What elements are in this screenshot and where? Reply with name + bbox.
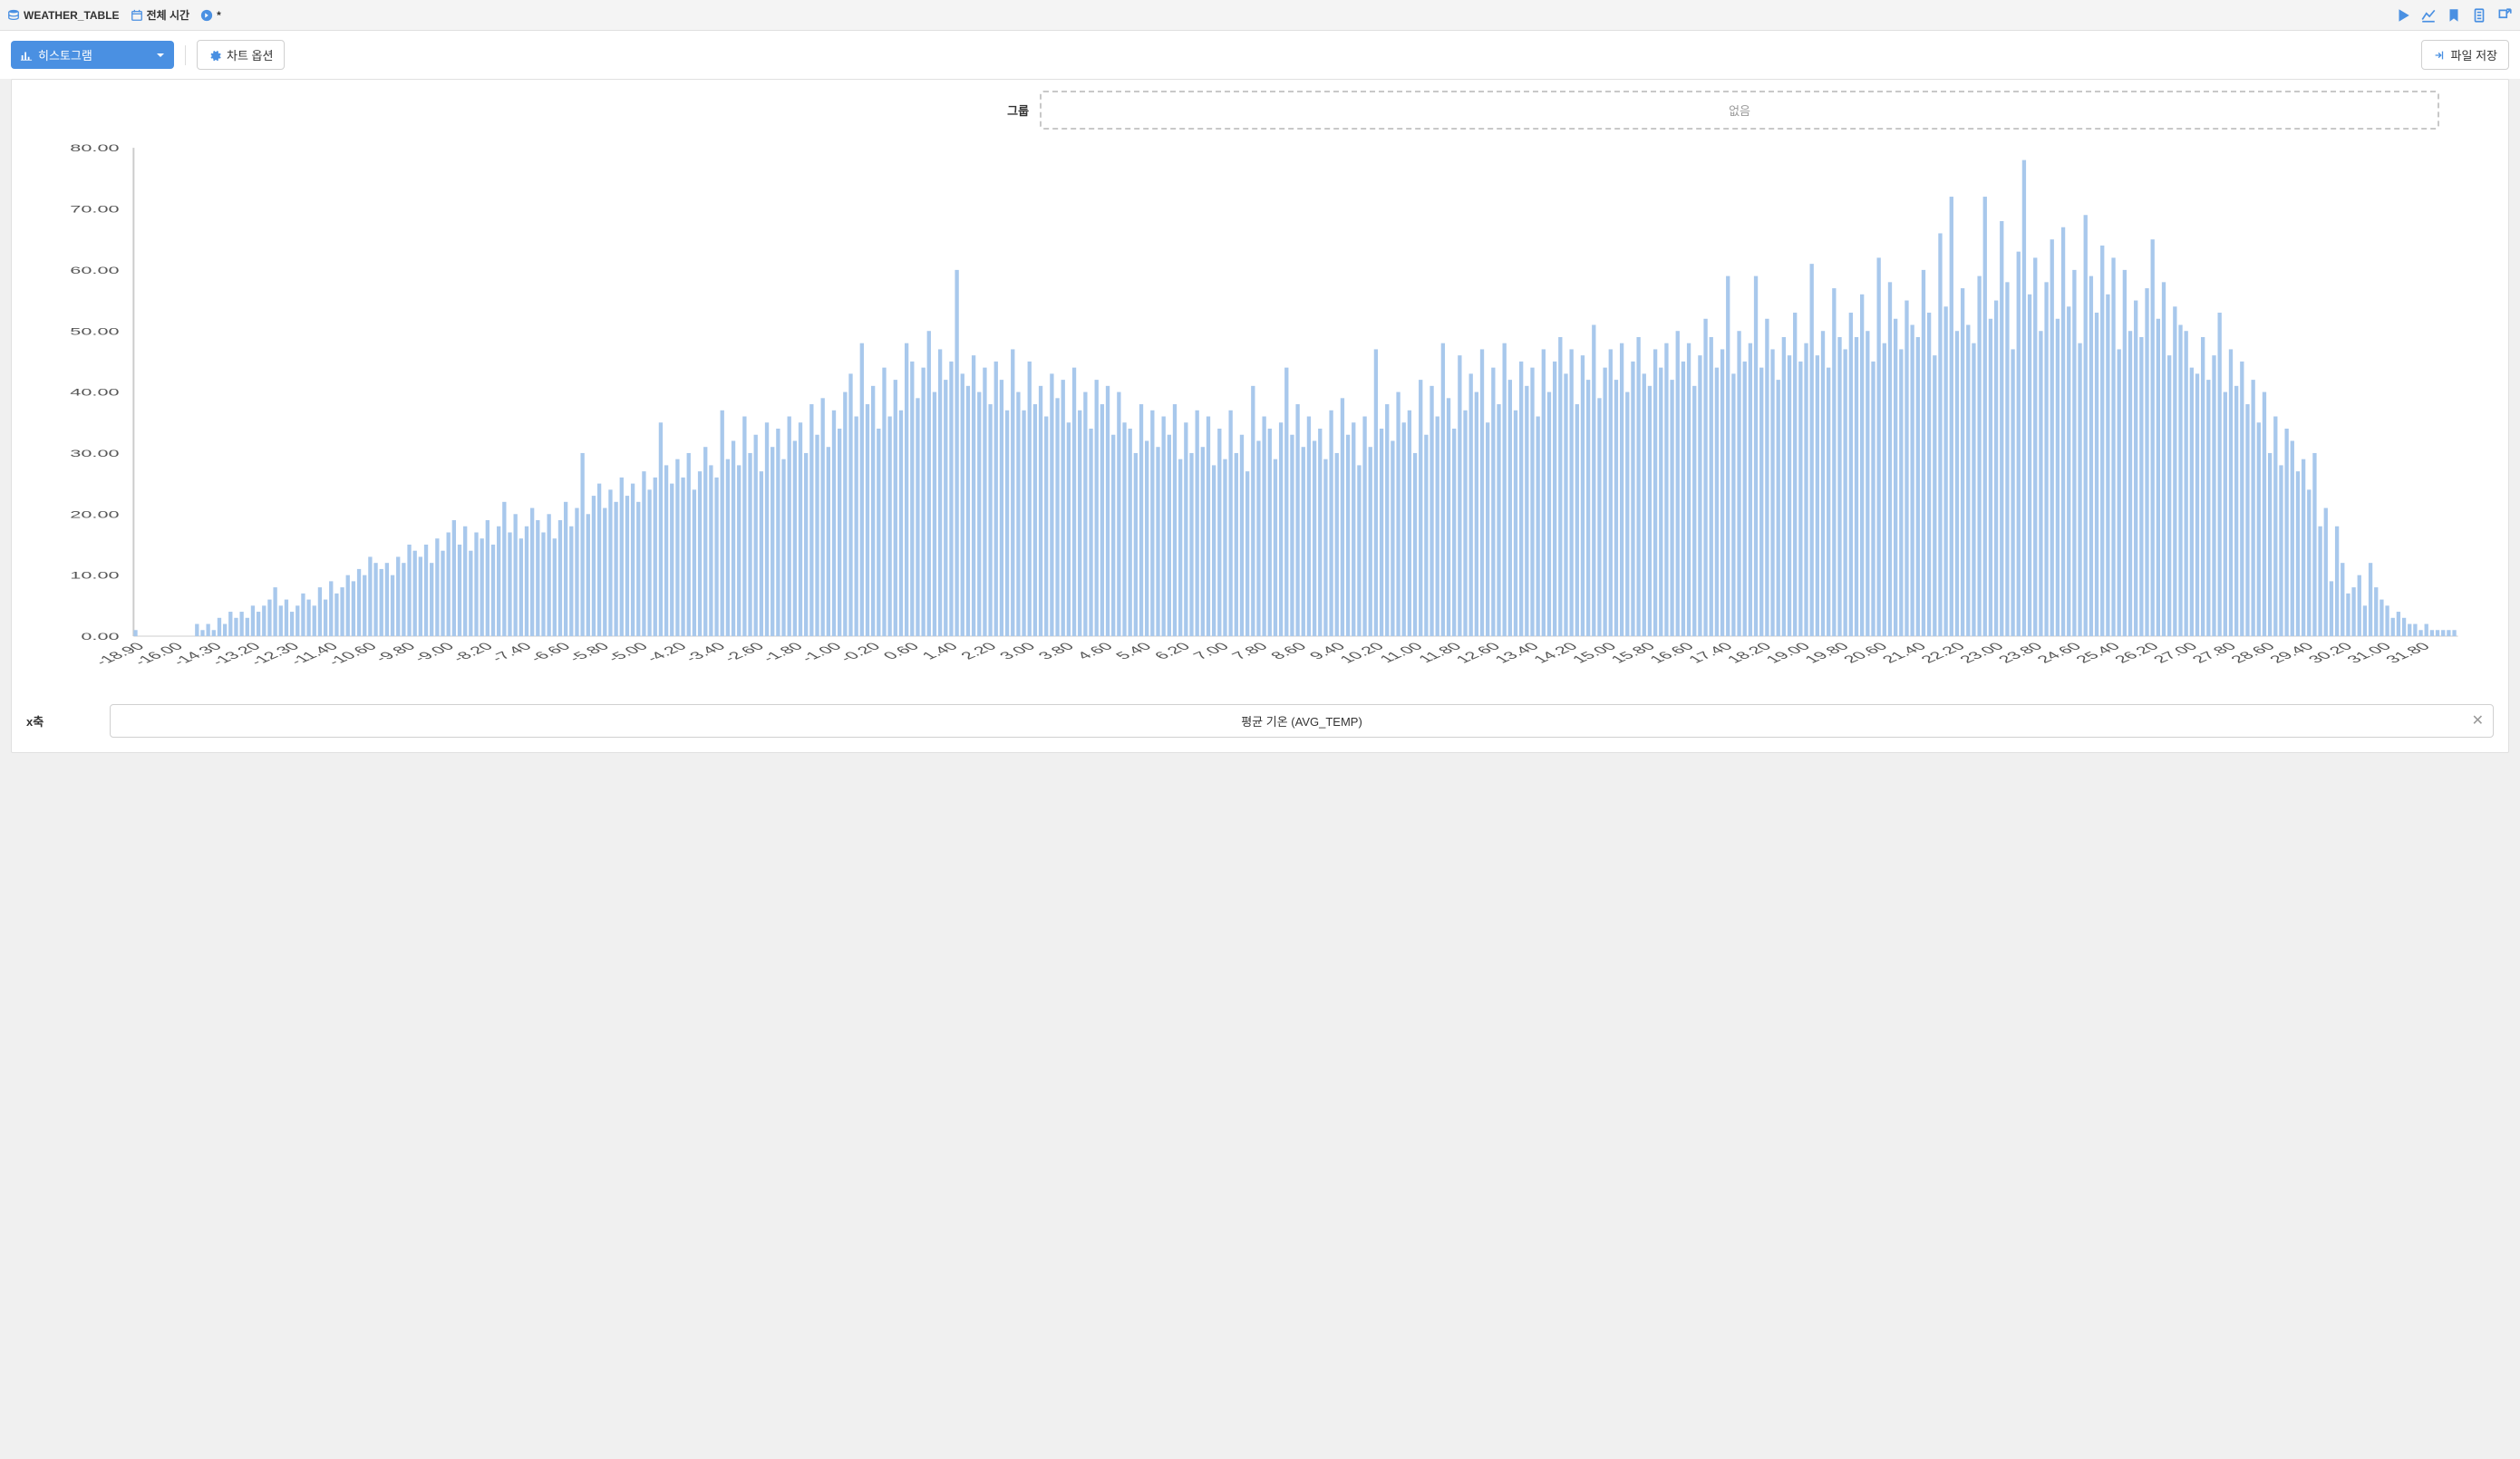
calendar-icon bbox=[131, 9, 143, 22]
svg-text:5.40: 5.40 bbox=[1111, 640, 1155, 662]
chart-line-icon[interactable] bbox=[2420, 7, 2437, 24]
xaxis-label: x축 bbox=[26, 712, 99, 730]
svg-text:31.80: 31.80 bbox=[2381, 640, 2434, 665]
top-bar-right bbox=[2395, 7, 2513, 24]
chevron-down-icon bbox=[156, 51, 165, 60]
svg-text:30.00: 30.00 bbox=[70, 448, 119, 459]
svg-text:-1.00: -1.00 bbox=[797, 640, 846, 663]
svg-text:-9.80: -9.80 bbox=[371, 640, 420, 663]
svg-text:-5.00: -5.00 bbox=[603, 640, 652, 663]
svg-text:-5.80: -5.80 bbox=[564, 640, 613, 663]
svg-text:4.60: 4.60 bbox=[1072, 640, 1116, 662]
database-icon bbox=[7, 9, 20, 22]
svg-text:-6.60: -6.60 bbox=[525, 640, 574, 663]
save-file-button[interactable]: 파일 저장 bbox=[2421, 40, 2509, 70]
svg-text:-8.20: -8.20 bbox=[448, 640, 497, 663]
time-range[interactable]: 전체 시간 bbox=[131, 7, 190, 23]
svg-text:3.00: 3.00 bbox=[995, 640, 1039, 662]
gear-icon bbox=[208, 49, 221, 62]
svg-text:80.00: 80.00 bbox=[70, 142, 119, 154]
share-icon bbox=[2433, 49, 2446, 62]
source-table-label: WEATHER_TABLE bbox=[24, 9, 120, 22]
svg-text:3.80: 3.80 bbox=[1034, 640, 1078, 662]
export-icon[interactable] bbox=[2496, 7, 2513, 24]
chart-bar-icon bbox=[20, 49, 33, 62]
svg-text:2.20: 2.20 bbox=[956, 640, 1000, 662]
xaxis-field-value: 평균 기온 (AVG_TEMP) bbox=[1241, 712, 1362, 730]
svg-text:0.00: 0.00 bbox=[81, 631, 119, 643]
toolbar-left: 히스토그램 차트 옵션 bbox=[11, 40, 285, 70]
svg-text:-7.40: -7.40 bbox=[487, 640, 536, 663]
group-placeholder: 없음 bbox=[1729, 104, 1750, 118]
svg-text:-3.40: -3.40 bbox=[680, 640, 729, 663]
toolbar: 히스토그램 차트 옵션 파일 저장 bbox=[0, 31, 2520, 79]
svg-text:-9.00: -9.00 bbox=[409, 640, 458, 663]
svg-text:7.80: 7.80 bbox=[1227, 640, 1271, 662]
chart-area: 0.00 10.00 20.00 30.00 40.00 50.00 60.00 70.00 8… bbox=[26, 139, 2494, 691]
arrow-right-circle-icon bbox=[200, 9, 213, 22]
chart-type-label: 히스토그램 bbox=[38, 46, 92, 63]
xaxis-field[interactable]: 평균 기온 (AVG_TEMP) ✕ bbox=[110, 704, 2494, 738]
svg-text:-4.20: -4.20 bbox=[642, 640, 691, 663]
svg-text:-2.60: -2.60 bbox=[719, 640, 768, 663]
svg-text:-0.20: -0.20 bbox=[835, 640, 884, 663]
bookmark-icon[interactable] bbox=[2446, 7, 2462, 24]
svg-text:7.00: 7.00 bbox=[1189, 640, 1233, 662]
group-dropzone[interactable]: 없음 bbox=[1040, 91, 2439, 130]
svg-text:1.40: 1.40 bbox=[917, 640, 961, 662]
svg-text:-1.80: -1.80 bbox=[758, 640, 807, 663]
svg-text:6.20: 6.20 bbox=[1150, 640, 1194, 662]
svg-text:60.00: 60.00 bbox=[70, 265, 119, 276]
svg-text:10.00: 10.00 bbox=[70, 569, 119, 581]
svg-text:11.00: 11.00 bbox=[1375, 640, 1426, 664]
xaxis-row: x축 평균 기온 (AVG_TEMP) ✕ bbox=[26, 704, 2494, 738]
group-row: 그룹 없음 bbox=[26, 91, 2494, 130]
play-icon[interactable] bbox=[2395, 7, 2411, 24]
chart-options-button[interactable]: 차트 옵션 bbox=[197, 40, 285, 70]
unsaved-marker: * bbox=[217, 9, 221, 22]
svg-text:20.00: 20.00 bbox=[70, 508, 119, 520]
unsaved-indicator[interactable]: * bbox=[200, 9, 221, 22]
source-table[interactable]: WEATHER_TABLE bbox=[7, 9, 120, 22]
svg-text:0.60: 0.60 bbox=[879, 640, 923, 662]
chart-options-label: 차트 옵션 bbox=[227, 46, 273, 63]
save-file-label: 파일 저장 bbox=[2451, 46, 2497, 63]
svg-text:50.00: 50.00 bbox=[70, 325, 119, 337]
clipboard-icon[interactable] bbox=[2471, 7, 2487, 24]
group-label: 그룹 bbox=[1007, 101, 1029, 119]
time-range-label: 전체 시간 bbox=[147, 7, 190, 23]
svg-text:70.00: 70.00 bbox=[70, 203, 119, 215]
svg-text:40.00: 40.00 bbox=[70, 386, 119, 398]
top-bar-left: WEATHER_TABLE 전체 시간 * bbox=[7, 7, 221, 23]
histogram-chart: 0.00 10.00 20.00 30.00 40.00 50.00 60.00 70.00 8… bbox=[26, 139, 2494, 691]
xaxis-clear-button[interactable]: ✕ bbox=[2472, 714, 2484, 729]
top-bar: WEATHER_TABLE 전체 시간 * bbox=[0, 0, 2520, 31]
chart-panel: 그룹 없음 0.00 10.00 20.00 30.00 40.00 50.00 60.00… bbox=[11, 79, 2509, 753]
divider bbox=[185, 45, 186, 65]
svg-text:8.60: 8.60 bbox=[1266, 640, 1310, 662]
chart-type-dropdown[interactable]: 히스토그램 bbox=[11, 41, 174, 69]
